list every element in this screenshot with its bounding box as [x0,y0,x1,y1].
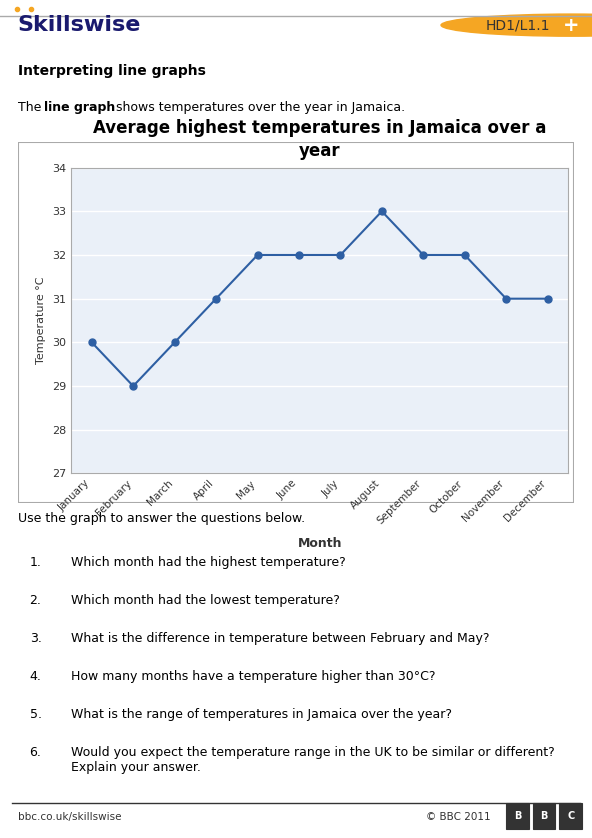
Circle shape [441,14,592,36]
Text: +: + [563,16,580,34]
Text: 3.: 3. [30,632,41,645]
Text: B: B [540,811,548,821]
Text: shows temperatures over the year in Jamaica.: shows temperatures over the year in Jama… [112,101,406,114]
Text: C: C [567,811,574,821]
Text: What is the difference in temperature between February and May?: What is the difference in temperature be… [71,632,490,645]
Text: Which month had the lowest temperature?: Which month had the lowest temperature? [71,593,340,607]
Text: 6.: 6. [30,747,41,759]
Text: Interpreting line graphs: Interpreting line graphs [18,65,205,78]
Text: Would you expect the temperature range in the UK to be similar or different? Exp: Would you expect the temperature range i… [71,747,555,774]
Text: Skillswise: Skillswise [18,15,141,35]
Text: The: The [18,101,45,114]
Text: © BBC 2011: © BBC 2011 [426,812,491,822]
X-axis label: Month: Month [297,537,342,551]
Text: B: B [514,811,521,821]
Text: 1.: 1. [30,556,41,569]
Text: What is the range of temperatures in Jamaica over the year?: What is the range of temperatures in Jam… [71,708,452,722]
Text: Use the graph to answer the questions below.: Use the graph to answer the questions be… [18,511,305,525]
Text: 5.: 5. [30,708,41,722]
Text: Which month had the highest temperature?: Which month had the highest temperature? [71,556,346,569]
Title: Average highest temperatures in Jamaica over a
year: Average highest temperatures in Jamaica … [93,119,546,161]
Text: How many months have a temperature higher than 30°C?: How many months have a temperature highe… [71,670,436,683]
FancyBboxPatch shape [18,142,574,503]
FancyBboxPatch shape [533,804,555,829]
Y-axis label: Temperature °C: Temperature °C [36,277,46,365]
Text: 2.: 2. [30,593,41,607]
FancyBboxPatch shape [506,804,529,829]
Text: line graph: line graph [44,101,115,114]
Text: 4.: 4. [30,670,41,683]
Text: bbc.co.uk/skillswise: bbc.co.uk/skillswise [18,812,121,822]
Text: HD1/L1.1: HD1/L1.1 [485,18,550,32]
FancyBboxPatch shape [559,804,582,829]
